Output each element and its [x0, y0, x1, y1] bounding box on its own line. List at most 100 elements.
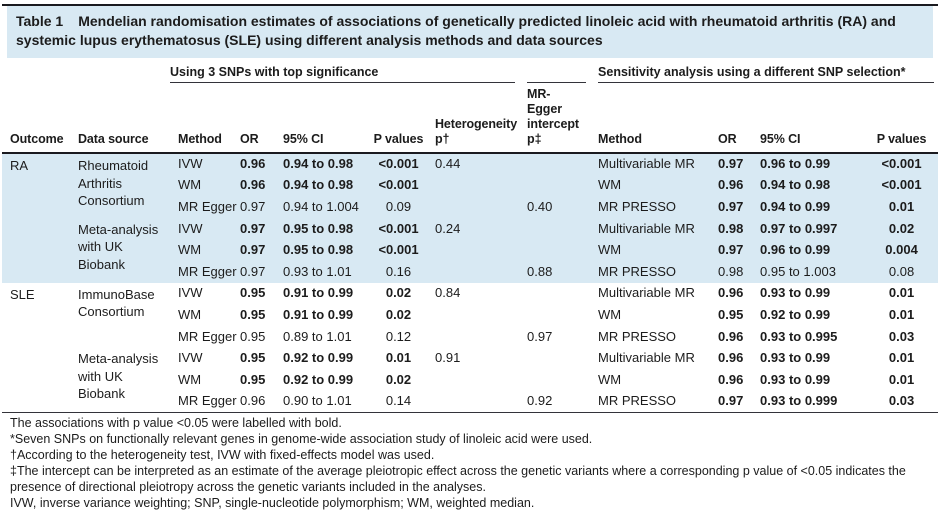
- footnote: The associations with p value <0.05 were…: [10, 416, 342, 431]
- cell-method: WM: [170, 239, 232, 261]
- mr-estimates-table: Using 3 SNPs with top significance Sensi…: [2, 62, 939, 413]
- group-header-spacer: [2, 62, 170, 83]
- cell-outcome: RA: [2, 153, 70, 283]
- cell-sensitivity-ci: 0.93 to 0.99: [760, 371, 831, 387]
- cell-or: 0.96: [232, 153, 275, 175]
- table-label: Table 1: [16, 13, 64, 29]
- table-row: SLE ImmunoBase Consortium IVW 0.95 0.91 to 0…: [2, 283, 938, 319]
- column-header: P values: [370, 83, 427, 154]
- cell-sensitivity-method: Multivariable MR: [590, 153, 711, 175]
- column-header: Heterogeneity p†: [427, 83, 520, 154]
- cell-p-value: 0.02: [385, 285, 412, 301]
- cell-heterogeneity-p: 0.91: [435, 350, 461, 366]
- cell-sensitivity-method: Multivariable MR: [598, 350, 695, 366]
- cell-sensitivity-method: WM: [598, 371, 622, 387]
- cell-method: MR Egger: [170, 260, 237, 283]
- cell-sensitivity-p-value: 0.004: [865, 239, 939, 261]
- cell-heterogeneity-p: [427, 391, 519, 413]
- cell-sensitivity-p-value: 0.08: [865, 260, 939, 283]
- table-row: MR Egger 0.95 0.89 to 1.01 0.12 0.97 MR PRESS…: [2, 326, 938, 348]
- column-header: P values: [865, 83, 939, 154]
- cell-outcome: SLE: [10, 286, 35, 302]
- cell-or: 0.95: [240, 371, 266, 387]
- cell-or: 0.95: [240, 328, 266, 344]
- cell-p-value: <0.001: [370, 174, 427, 197]
- cell-p-value: 0.09: [370, 196, 427, 218]
- footnote: IVW, inverse variance weighting; SNP, si…: [10, 496, 535, 511]
- table-caption-text: Mendelian randomisation estimates of ass…: [16, 13, 896, 48]
- cell-sensitivity-ci: 0.93 to 0.995: [760, 328, 838, 344]
- table-row: MR Egger 0.96 0.90 to 1.01 0.14 0.92 MR PRESS…: [2, 391, 938, 413]
- cell-sensitivity-p-value: 0.01: [888, 306, 915, 322]
- cell-p-value: 0.14: [385, 393, 412, 409]
- cell-heterogeneity-p: [427, 304, 519, 326]
- cell-sensitivity-p-value: <0.001: [865, 174, 939, 197]
- cell-sensitivity-ci: 0.97 to 0.997: [752, 217, 866, 240]
- cell-ci: 0.91 to 0.99: [283, 306, 354, 322]
- cell-sensitivity-ci: 0.93 to 0.99: [760, 350, 831, 366]
- cell-or: 0.97: [232, 239, 275, 261]
- cell-method: IVW: [170, 153, 232, 175]
- cell-ci: 0.90 to 1.01: [283, 393, 352, 409]
- cell-method: IVW: [178, 350, 203, 366]
- cell-sensitivity-or: 0.97: [710, 196, 753, 218]
- cell-mr-egger-intercept-p: [519, 153, 591, 175]
- group-header-label: Sensitivity analysis using a different S…: [598, 65, 935, 83]
- cell-method: MR Egger: [178, 328, 237, 344]
- table-row: MR Egger 0.97 0.94 to 1.004 0.09 0.40 MR PRES…: [2, 196, 939, 218]
- cell-p-value: <0.001: [370, 153, 427, 175]
- cell-sensitivity-or: 0.96: [710, 174, 753, 197]
- column-header: OR: [710, 83, 753, 154]
- cell-data-source: Meta-analysis with UK Biobank: [70, 217, 170, 283]
- cell-sensitivity-method: MR PRESSO: [598, 393, 677, 409]
- cell-sensitivity-p-value: 0.03: [888, 328, 915, 344]
- cell-data-source: ImmunoBase Consortium: [78, 286, 155, 320]
- footnote: *Seven SNPs on functionally relevant gen…: [10, 432, 593, 447]
- cell-sensitivity-ci: 0.96 to 0.99: [752, 153, 866, 175]
- column-header: 95% CI: [275, 83, 370, 154]
- cell-heterogeneity-p: [427, 239, 520, 261]
- cell-sensitivity-method: WM: [590, 239, 711, 261]
- footnotes: The associations with p value <0.05 were…: [2, 412, 938, 514]
- cell-mr-egger-intercept-p: [519, 283, 590, 305]
- cell-p-value: 0.02: [385, 306, 412, 322]
- cell-or: 0.95: [240, 285, 266, 301]
- table1-container: Table 1 Mendelian randomisation estimates…: [2, 4, 939, 514]
- cell-or: 0.97: [232, 217, 275, 240]
- cell-sensitivity-or: 0.96: [718, 371, 744, 387]
- cell-sensitivity-or: 0.98: [710, 217, 753, 240]
- cell-heterogeneity-p: 0.24: [427, 217, 520, 240]
- table-row: MR Egger 0.97 0.93 to 1.01 0.16 0.88 MR PRESS…: [2, 260, 939, 283]
- column-header: OR: [232, 83, 275, 154]
- column-header: Data source: [70, 83, 170, 154]
- cell-or: 0.96: [240, 393, 266, 409]
- cell-heterogeneity-p: [427, 174, 520, 197]
- cell-sensitivity-or: 0.96: [718, 350, 744, 366]
- cell-ci: 0.93 to 1.01: [275, 260, 370, 283]
- cell-mr-egger-intercept-p: 0.92: [527, 393, 553, 409]
- cell-p-value: <0.001: [370, 217, 427, 240]
- footnote: ‡The intercept can be interpreted as an …: [10, 464, 906, 495]
- cell-method: WM: [178, 306, 202, 322]
- cell-sensitivity-or: 0.96: [718, 328, 744, 344]
- cell-sensitivity-ci: 0.94 to 0.98: [752, 174, 866, 197]
- cell-sensitivity-p-value: 0.01: [888, 285, 915, 301]
- cell-ci: 0.95 to 0.98: [275, 239, 370, 261]
- group-header-spacer: [519, 62, 590, 83]
- cell-method: IVW: [178, 285, 203, 301]
- cell-ci: 0.89 to 1.01: [283, 328, 352, 344]
- footnote: †According to the heterogeneity test, IV…: [10, 448, 435, 463]
- cell-mr-egger-intercept-p: [519, 174, 591, 197]
- table-caption: Table 1 Mendelian randomisation estimates…: [7, 6, 933, 58]
- cell-data-source: Rheumatoid Arthritis Consortium: [70, 153, 170, 218]
- group-header-label: [527, 65, 587, 83]
- column-header: MR-Egger intercept p‡: [519, 83, 591, 154]
- cell-sensitivity-ci: 0.94 to 0.99: [752, 196, 866, 218]
- group-header: Sensitivity analysis using a different S…: [590, 62, 938, 83]
- cell-or: 0.97: [232, 260, 275, 283]
- cell-sensitivity-p-value: 0.01: [888, 371, 915, 387]
- cell-p-value: 0.01: [385, 350, 412, 366]
- cell-sensitivity-p-value: 0.02: [865, 217, 939, 240]
- cell-p-value: 0.02: [385, 371, 412, 387]
